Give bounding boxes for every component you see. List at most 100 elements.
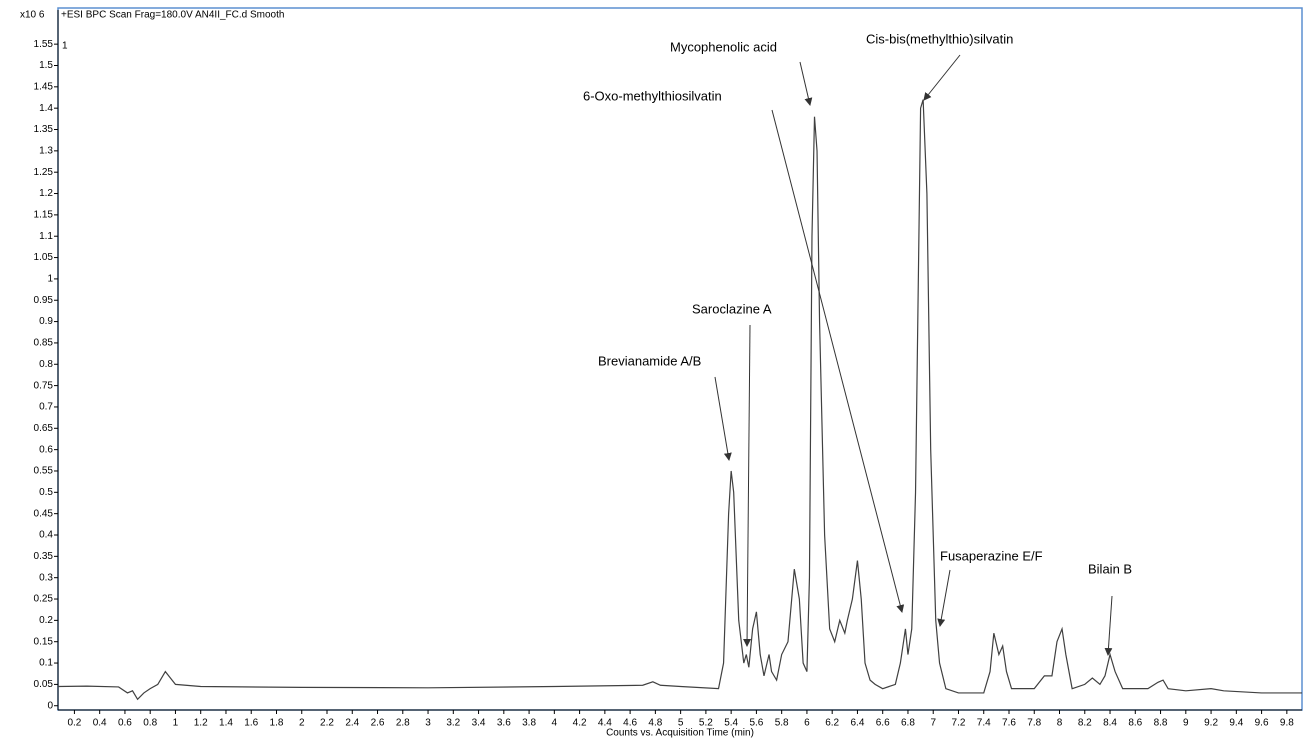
x-tick-label: 9.6 bbox=[1255, 718, 1269, 729]
x-tick-label: 1.4 bbox=[219, 718, 233, 729]
peak-annotation: Cis-bis(methylthio)silvatin bbox=[866, 31, 1013, 46]
y-tick-label: 0.5 bbox=[39, 487, 53, 498]
y-tick-label: 0.35 bbox=[34, 551, 54, 562]
x-tick-label: 7 bbox=[930, 718, 936, 729]
x-tick-label: 1 bbox=[173, 718, 179, 729]
x-tick-label: 8.8 bbox=[1154, 718, 1168, 729]
y-tick-label: 0.85 bbox=[34, 338, 54, 349]
y-tick-label: 0.9 bbox=[39, 316, 53, 327]
x-tick-label: 5.2 bbox=[699, 718, 713, 729]
chart-title: +ESI BPC Scan Frag=180.0V AN4II_FC.d Smo… bbox=[61, 10, 284, 21]
x-tick-label: 6.2 bbox=[825, 718, 839, 729]
y-tick-label: 0.15 bbox=[34, 636, 54, 647]
annotation-arrow bbox=[743, 324, 752, 647]
x-tick-label: 4.8 bbox=[648, 718, 662, 729]
x-tick-label: 6.8 bbox=[901, 718, 915, 729]
x-tick-label: 8.4 bbox=[1103, 718, 1117, 729]
x-tick-label: 5.6 bbox=[749, 718, 763, 729]
y-tick-label: 0 bbox=[47, 700, 53, 711]
y-tick-label: 1.5 bbox=[39, 60, 53, 71]
y-tick-label: 0.75 bbox=[34, 380, 54, 391]
x-tick-label: 7.4 bbox=[977, 718, 991, 729]
x-tick-label: 6 bbox=[804, 718, 810, 729]
x-tick-label: 4.2 bbox=[573, 718, 587, 729]
x-tick-label: 3 bbox=[425, 718, 431, 729]
y-tick-label: 0.4 bbox=[39, 530, 53, 541]
x-tick-label: 7.6 bbox=[1002, 718, 1016, 729]
x-tick-label: 3.2 bbox=[446, 718, 460, 729]
annotation-arrow bbox=[799, 61, 813, 106]
peak-annotation: 6-Oxo-methylthiosilvatin bbox=[583, 88, 722, 103]
panel-label: 1 bbox=[62, 41, 68, 52]
x-tick-label: 9.8 bbox=[1280, 718, 1294, 729]
y-tick-label: 0.2 bbox=[39, 615, 53, 626]
x-tick-label: 0.4 bbox=[93, 718, 107, 729]
y-tick-label: 1.35 bbox=[34, 124, 54, 135]
y-multiplier: x10 6 bbox=[20, 10, 45, 21]
x-tick-label: 8.6 bbox=[1128, 718, 1142, 729]
y-tick-label: 0.6 bbox=[39, 444, 53, 455]
x-tick-label: 8.2 bbox=[1078, 718, 1092, 729]
x-tick-label: 3.4 bbox=[472, 718, 486, 729]
y-tick-label: 0.45 bbox=[34, 508, 54, 519]
y-tick-label: 0.3 bbox=[39, 572, 53, 583]
x-axis-label: Counts vs. Acquisition Time (min) bbox=[606, 728, 754, 738]
y-tick-label: 0.7 bbox=[39, 402, 53, 413]
x-tick-label: 6.6 bbox=[876, 718, 890, 729]
x-tick-label: 7.2 bbox=[952, 718, 966, 729]
x-tick-label: 9.2 bbox=[1204, 718, 1218, 729]
annotation-arrow bbox=[923, 54, 961, 101]
x-tick-label: 2.8 bbox=[396, 718, 410, 729]
chromatogram-line bbox=[57, 99, 1302, 701]
x-tick-label: 7.8 bbox=[1027, 718, 1041, 729]
y-tick-label: 1.55 bbox=[34, 39, 54, 50]
x-tick-label: 0.6 bbox=[118, 718, 132, 729]
y-tick-label: 1.1 bbox=[39, 231, 53, 242]
y-tick-label: 1.45 bbox=[34, 81, 54, 92]
y-tick-label: 1.3 bbox=[39, 145, 53, 156]
annotation-arrow bbox=[771, 109, 905, 613]
x-tick-label: 0.2 bbox=[67, 718, 81, 729]
x-tick-label: 2.6 bbox=[371, 718, 385, 729]
x-tick-label: 1.8 bbox=[270, 718, 284, 729]
x-tick-label: 1.6 bbox=[244, 718, 258, 729]
y-tick-label: 0.25 bbox=[34, 594, 54, 605]
y-tick-label: 1.25 bbox=[34, 167, 54, 178]
x-tick-label: 4.6 bbox=[623, 718, 637, 729]
x-tick-label: 9.4 bbox=[1229, 718, 1243, 729]
peak-annotation: Saroclazine A bbox=[692, 301, 772, 316]
x-tick-label: 8 bbox=[1057, 718, 1063, 729]
x-tick-label: 3.6 bbox=[497, 718, 511, 729]
x-tick-label: 5 bbox=[678, 718, 684, 729]
y-tick-label: 1.2 bbox=[39, 188, 53, 199]
y-tick-label: 0.65 bbox=[34, 423, 54, 434]
x-tick-label: 5.8 bbox=[775, 718, 789, 729]
y-tick-label: 1.4 bbox=[39, 103, 53, 114]
y-tick-label: 0.95 bbox=[34, 295, 54, 306]
y-tick-label: 1.15 bbox=[34, 210, 54, 221]
x-tick-label: 2.2 bbox=[320, 718, 334, 729]
x-tick-label: 1.2 bbox=[194, 718, 208, 729]
y-tick-label: 1 bbox=[47, 274, 53, 285]
x-tick-label: 4 bbox=[552, 718, 558, 729]
x-tick-label: 4.4 bbox=[598, 718, 612, 729]
x-tick-label: 0.8 bbox=[143, 718, 157, 729]
y-tick-label: 1.05 bbox=[34, 252, 54, 263]
annotation-arrow bbox=[714, 376, 732, 461]
peak-annotation: Brevianamide A/B bbox=[598, 353, 701, 368]
annotation-arrow bbox=[937, 569, 951, 627]
peak-annotation: Bilain B bbox=[1088, 561, 1132, 576]
x-tick-label: 5.4 bbox=[724, 718, 738, 729]
x-tick-label: 2 bbox=[299, 718, 305, 729]
x-tick-label: 6.4 bbox=[850, 718, 864, 729]
x-tick-label: 3.8 bbox=[522, 718, 536, 729]
y-tick-label: 0.1 bbox=[39, 658, 53, 669]
y-tick-label: 0.05 bbox=[34, 679, 54, 690]
annotation-arrow bbox=[1104, 595, 1113, 656]
peak-annotation: Fusaperazine E/F bbox=[940, 548, 1043, 563]
y-tick-label: 0.8 bbox=[39, 359, 53, 370]
peak-annotation: Mycophenolic acid bbox=[670, 39, 777, 54]
x-tick-label: 2.4 bbox=[345, 718, 359, 729]
y-tick-label: 0.55 bbox=[34, 466, 54, 477]
